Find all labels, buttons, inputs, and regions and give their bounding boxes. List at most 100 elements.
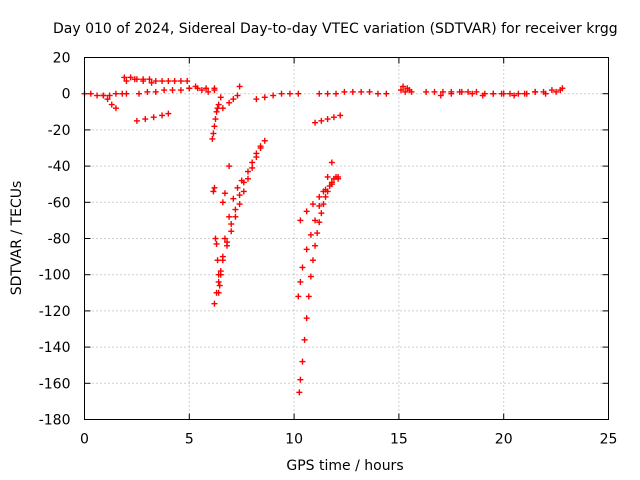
- data-point: [328, 159, 335, 166]
- data-point: [159, 78, 166, 85]
- data-point: [431, 88, 438, 95]
- y-tick-label: -100: [39, 268, 71, 284]
- data-point: [307, 231, 314, 238]
- data-point: [469, 90, 476, 97]
- data-point: [286, 90, 293, 97]
- data-point: [301, 336, 308, 343]
- data-point: [358, 88, 365, 95]
- data-point: [318, 210, 325, 217]
- data-point: [553, 88, 560, 95]
- data-point: [177, 78, 184, 85]
- data-point: [312, 217, 319, 224]
- data-point: [374, 90, 381, 97]
- data-point: [152, 88, 159, 95]
- data-point: [212, 235, 219, 242]
- data-point: [226, 99, 233, 106]
- data-point: [295, 293, 302, 300]
- data-point: [465, 88, 472, 95]
- data-point: [506, 90, 513, 97]
- data-point: [559, 85, 566, 92]
- y-tick-label: -140: [39, 340, 71, 356]
- data-point: [184, 78, 191, 85]
- data-point: [150, 114, 157, 121]
- data-point: [542, 90, 549, 97]
- x-tick-label: 0: [80, 432, 89, 448]
- data-point: [324, 90, 331, 97]
- data-point: [212, 116, 219, 123]
- data-point: [297, 278, 304, 285]
- data-point: [152, 78, 159, 85]
- data-point: [144, 88, 151, 95]
- data-point: [297, 217, 304, 224]
- data-point: [303, 315, 310, 322]
- y-tick-label: -60: [48, 195, 71, 211]
- data-point: [299, 358, 306, 365]
- y-tick-label: -80: [48, 232, 71, 248]
- data-point: [123, 78, 130, 85]
- data-point: [221, 190, 228, 197]
- data-point: [316, 202, 323, 209]
- grid: [84, 57, 609, 420]
- x-tick-label: 20: [495, 432, 513, 448]
- data-point: [400, 83, 407, 90]
- data-point: [106, 92, 113, 99]
- data-point: [328, 181, 335, 188]
- data-point: [112, 90, 119, 97]
- data-point: [127, 74, 134, 81]
- data-point: [261, 94, 268, 101]
- data-point: [104, 96, 111, 103]
- data-point: [177, 87, 184, 94]
- data-point: [521, 90, 528, 97]
- x-tick-label: 15: [390, 432, 408, 448]
- data-point: [297, 376, 304, 383]
- data-point: [458, 88, 465, 95]
- data-point: [312, 119, 319, 126]
- x-tick-label: 25: [600, 432, 618, 448]
- data-point: [335, 175, 342, 182]
- data-point: [161, 87, 168, 94]
- data-point: [330, 114, 337, 121]
- data-point: [140, 78, 147, 85]
- y-tick-label: -40: [48, 159, 71, 175]
- data-point: [532, 88, 539, 95]
- data-point: [249, 159, 256, 166]
- data-point: [439, 88, 446, 95]
- data-point: [228, 228, 235, 235]
- data-point: [322, 193, 329, 200]
- data-point: [307, 273, 314, 280]
- data-point: [548, 87, 555, 94]
- data-points: [81, 74, 566, 396]
- data-point: [324, 116, 331, 123]
- data-point: [211, 184, 218, 191]
- x-tick-label: 10: [285, 432, 303, 448]
- data-point: [236, 192, 243, 199]
- data-point: [100, 92, 107, 99]
- data-point: [217, 94, 224, 101]
- data-point: [210, 130, 217, 137]
- data-point: [316, 193, 323, 200]
- data-point: [295, 90, 302, 97]
- data-point: [198, 87, 205, 94]
- data-point: [320, 201, 327, 208]
- data-point: [261, 137, 268, 144]
- data-point: [228, 221, 235, 228]
- data-point: [309, 257, 316, 264]
- data-point: [87, 90, 94, 97]
- data-point: [316, 90, 323, 97]
- data-point: [402, 88, 409, 95]
- data-point: [236, 83, 243, 90]
- data-point: [249, 164, 256, 171]
- data-point: [270, 92, 277, 99]
- chart-title: Day 010 of 2024, Sidereal Day-to-day VTE…: [53, 21, 618, 37]
- data-point: [146, 76, 153, 83]
- data-point: [213, 240, 220, 247]
- data-point: [226, 163, 233, 170]
- data-point: [253, 150, 260, 157]
- data-point: [318, 117, 325, 124]
- y-tick-label: -20: [48, 123, 71, 139]
- data-point: [216, 282, 223, 289]
- data-point: [169, 87, 176, 94]
- data-point: [108, 101, 115, 108]
- data-point: [500, 90, 507, 97]
- data-point: [211, 300, 218, 307]
